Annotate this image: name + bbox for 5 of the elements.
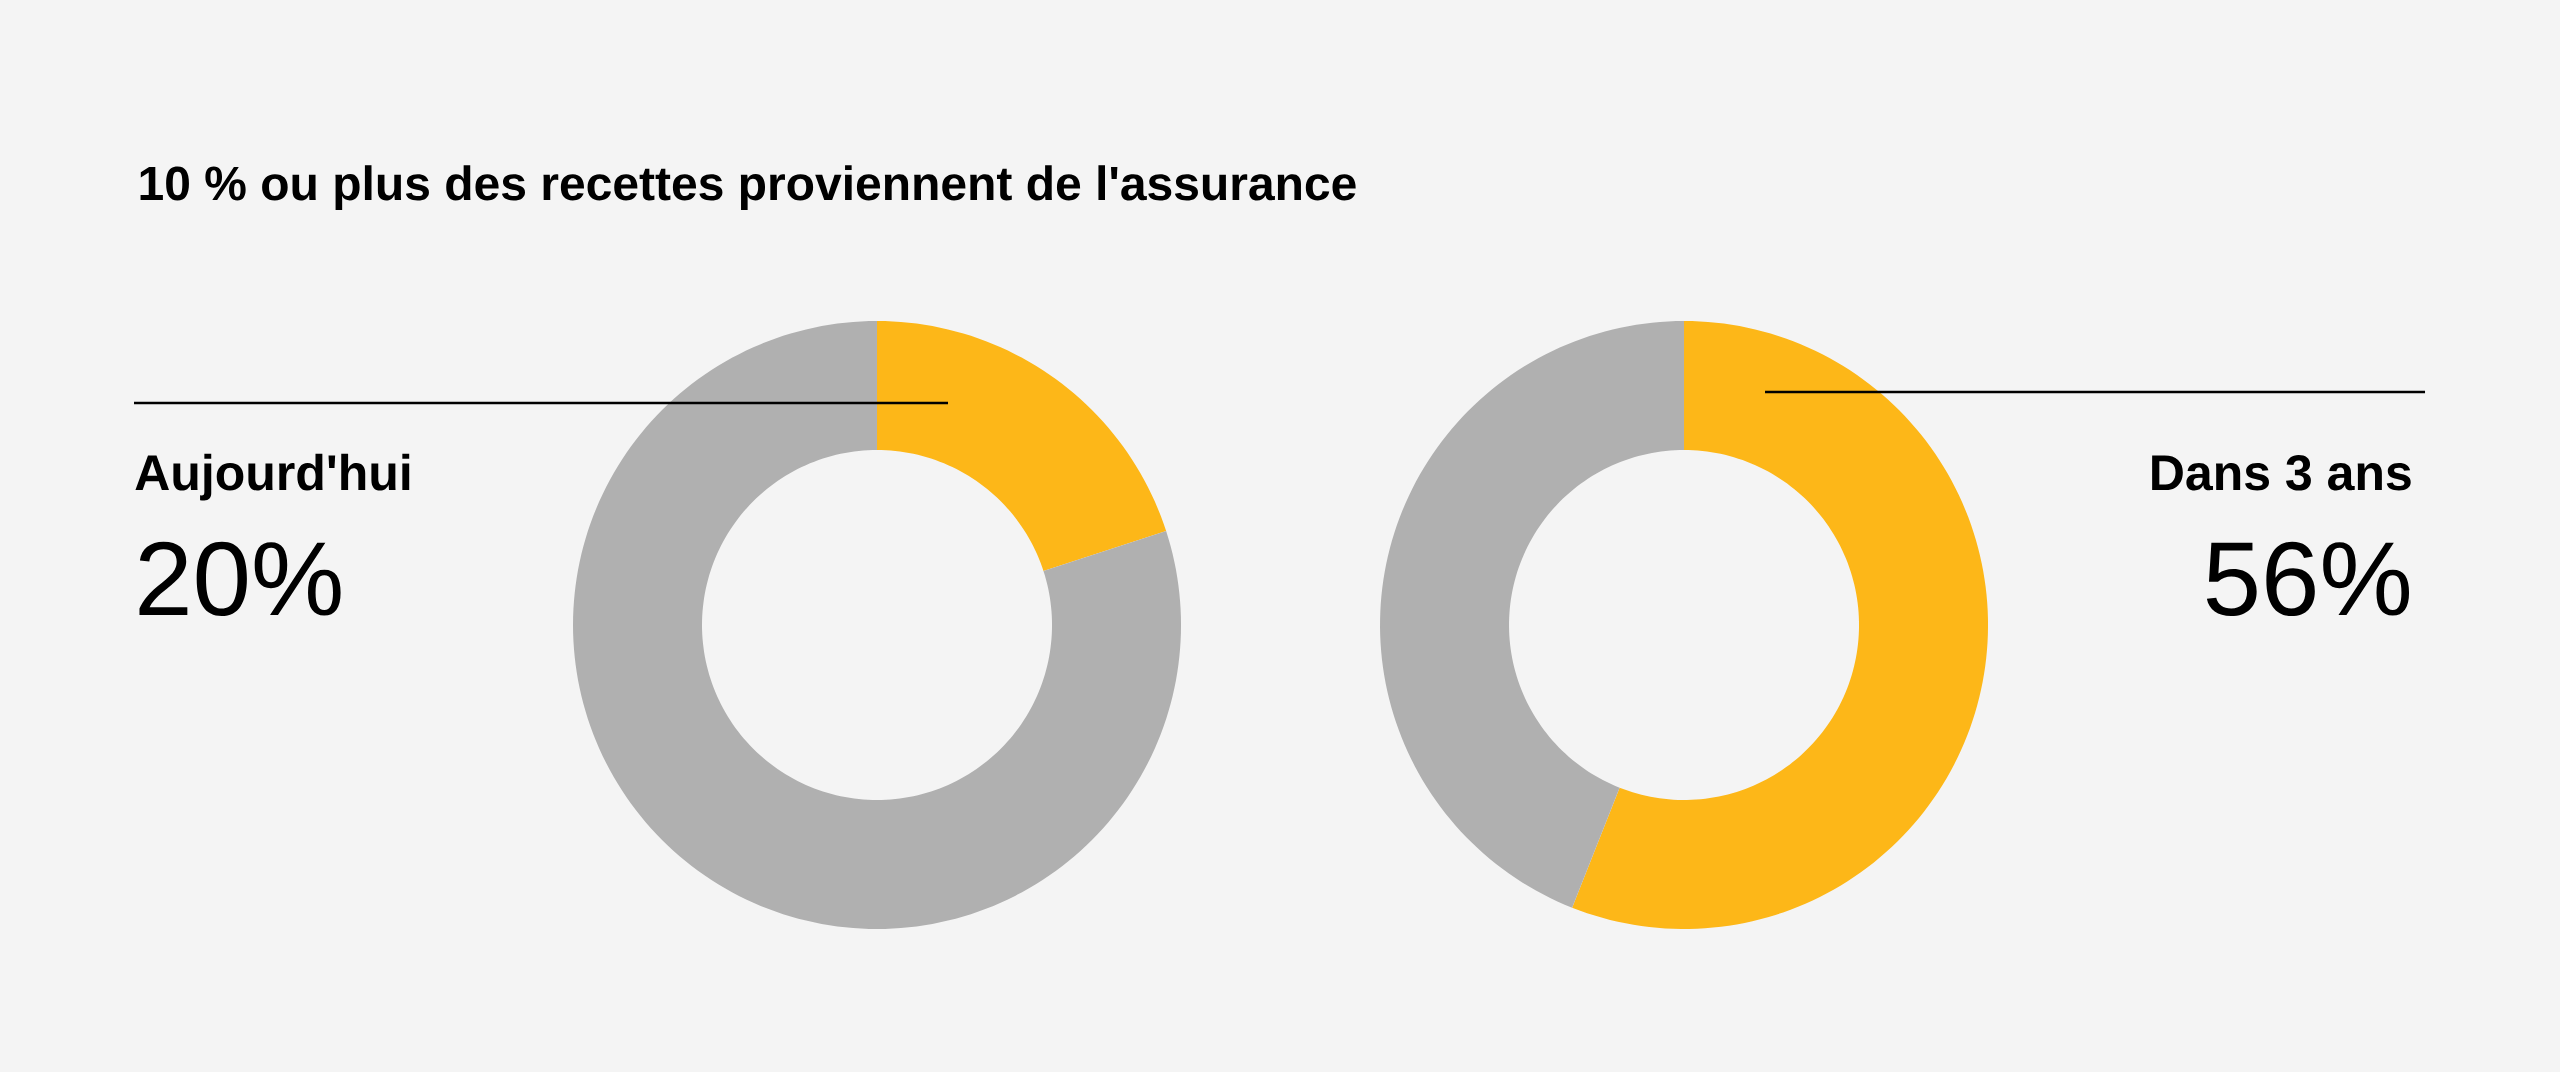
- text: Aujourd'hui: [135, 453, 410, 501]
- text: 56%: [2206, 541, 2410, 617]
- text: 20%: [139, 541, 341, 617]
- chart-title: 10 % ou plus des recettes proviennent de l'assurance: [140, 165, 1356, 210]
- text: Dans 3 ans: [2152, 455, 2411, 491]
